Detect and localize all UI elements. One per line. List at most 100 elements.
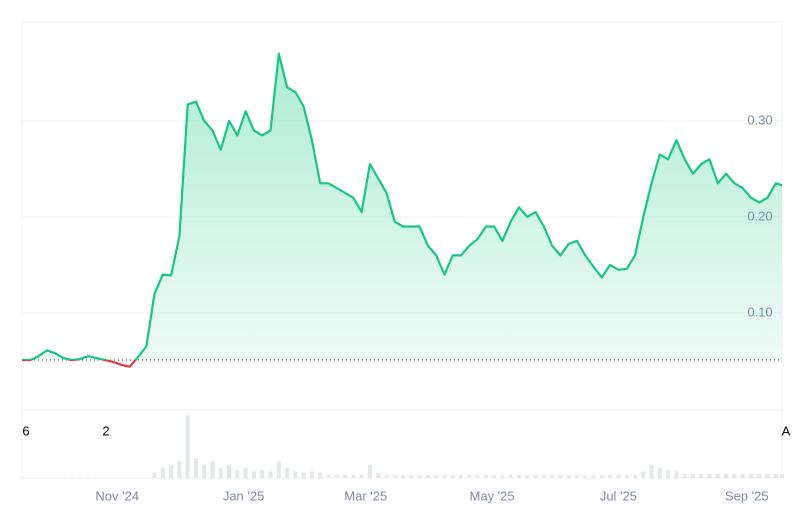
volume-bar <box>699 474 704 478</box>
volume-bar <box>508 474 513 478</box>
volume-bar <box>558 475 563 478</box>
y-tick-label: 0.30 <box>747 112 772 127</box>
volume-bar <box>301 472 306 478</box>
volume-bar <box>227 464 232 478</box>
volume-bar <box>425 474 430 478</box>
volume-bar <box>780 474 784 478</box>
volume-bar <box>326 474 331 478</box>
volume-bar <box>251 471 256 478</box>
volume-bar <box>351 474 356 478</box>
volume-bar <box>367 464 372 478</box>
volume-bar <box>566 475 571 478</box>
volume-bar <box>682 474 687 478</box>
volume-bar <box>748 474 753 478</box>
volume-bar <box>715 474 720 478</box>
volume-bar <box>20 477 24 478</box>
volume-bar <box>144 477 149 478</box>
volume-bar <box>740 474 745 478</box>
volume-bar <box>773 474 778 478</box>
annotation: A <box>782 423 791 438</box>
volume-bar <box>591 475 596 478</box>
volume-bar <box>475 475 480 478</box>
volume-bar <box>384 475 389 478</box>
volume-bar <box>401 475 406 478</box>
volume-bar <box>102 477 107 478</box>
volume-bar <box>169 464 174 478</box>
volume-bar <box>127 477 132 478</box>
volume-bar <box>119 477 124 478</box>
volume-bar <box>359 474 364 478</box>
volume-bar <box>28 477 33 478</box>
volume-bar <box>657 468 662 478</box>
volume-bar <box>624 475 629 478</box>
volume-bar <box>334 474 339 478</box>
volume-bar <box>218 468 223 478</box>
volume-bar <box>583 475 588 478</box>
annotation: 6 <box>22 423 29 438</box>
volume-bar <box>666 470 671 478</box>
volume-bar <box>574 475 579 478</box>
volume-bar <box>318 472 323 478</box>
price-line <box>22 52 783 368</box>
volume-bar <box>61 477 66 478</box>
volume-bar <box>674 471 679 478</box>
x-tick-label: Nov '24 <box>95 488 139 503</box>
volume-bar <box>757 474 762 478</box>
x-tick-label: Mar '25 <box>344 488 387 503</box>
volume-bar <box>459 475 464 478</box>
volume-bar <box>293 471 298 478</box>
volume-bar <box>260 470 265 478</box>
volume-bar <box>44 477 49 478</box>
volume-bar <box>434 475 439 478</box>
volume-bar <box>160 468 165 478</box>
volume-bar <box>135 477 140 478</box>
volume-bar <box>500 475 505 478</box>
x-tick-label: Jul '25 <box>600 488 637 503</box>
volume-bar <box>69 477 74 478</box>
volume-bar <box>608 475 613 478</box>
volume-bar <box>77 477 82 478</box>
volume-bar <box>525 475 530 478</box>
volume-bar <box>343 474 348 478</box>
volume-bar <box>492 475 497 478</box>
volume-bar <box>442 475 447 478</box>
volume-bar <box>599 475 604 478</box>
x-tick-label: Jan '25 <box>223 488 265 503</box>
volume-bar <box>86 477 91 478</box>
volume-bar <box>467 474 472 478</box>
volume-bar <box>94 477 99 478</box>
volume-bar <box>193 458 198 478</box>
volume-bar <box>409 475 414 478</box>
volume-bar <box>285 468 290 478</box>
volume-bar <box>649 464 654 478</box>
volume-bar <box>243 468 248 478</box>
volume-bar <box>450 475 455 478</box>
volume-bar <box>177 461 182 478</box>
volume-bar <box>376 472 381 478</box>
volume-bar <box>765 474 770 478</box>
volume-bar <box>632 475 637 478</box>
volume-bar <box>533 475 538 478</box>
volume-bar <box>210 461 215 478</box>
volume-bar <box>641 471 646 478</box>
x-tick-label: May '25 <box>470 488 515 503</box>
volume-bar <box>517 475 522 478</box>
area <box>22 53 782 361</box>
volume-bar <box>185 415 190 478</box>
x-tick-label: Sep '25 <box>725 488 769 503</box>
volume-bar <box>392 475 397 478</box>
volume-bar <box>276 461 281 478</box>
volume-bar <box>309 471 314 478</box>
volume-bar <box>152 472 157 478</box>
volume-bar <box>36 477 41 478</box>
volume-bar <box>268 471 273 478</box>
volume-bar <box>202 464 207 478</box>
volume-bar <box>732 474 737 478</box>
volume-bar <box>53 477 58 478</box>
volume-bar <box>541 475 546 478</box>
volume-bar <box>707 474 712 478</box>
volume-bar <box>690 474 695 478</box>
volume-bar <box>550 475 555 478</box>
volume-bar <box>616 475 621 478</box>
